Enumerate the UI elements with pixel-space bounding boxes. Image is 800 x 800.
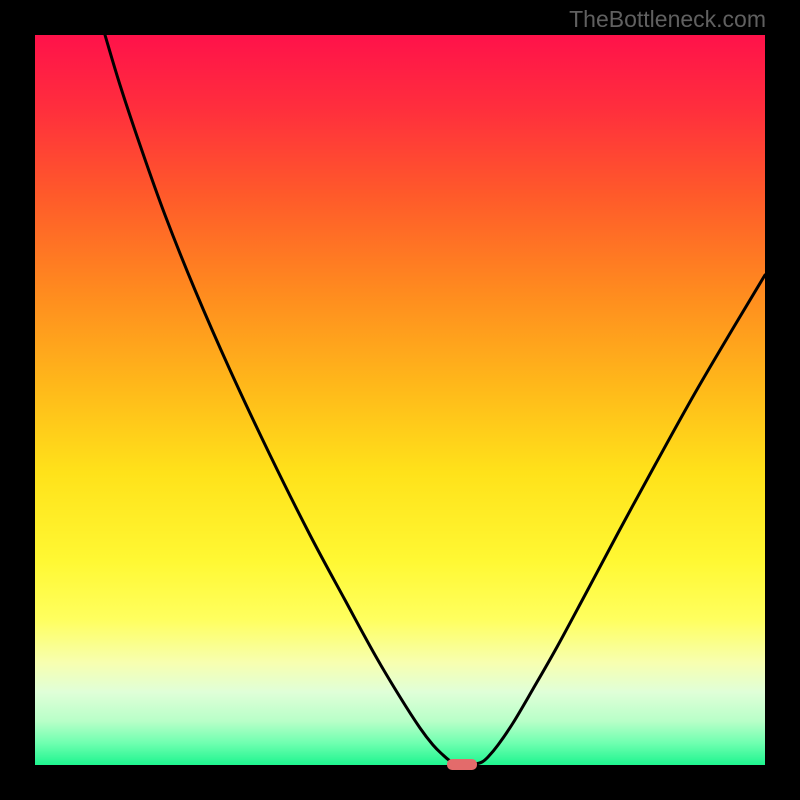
- watermark-text: TheBottleneck.com: [569, 6, 766, 33]
- optimal-point-marker: [447, 759, 477, 770]
- chart-container: TheBottleneck.com: [0, 0, 800, 800]
- plot-background: [35, 35, 765, 765]
- chart-svg: [0, 0, 800, 800]
